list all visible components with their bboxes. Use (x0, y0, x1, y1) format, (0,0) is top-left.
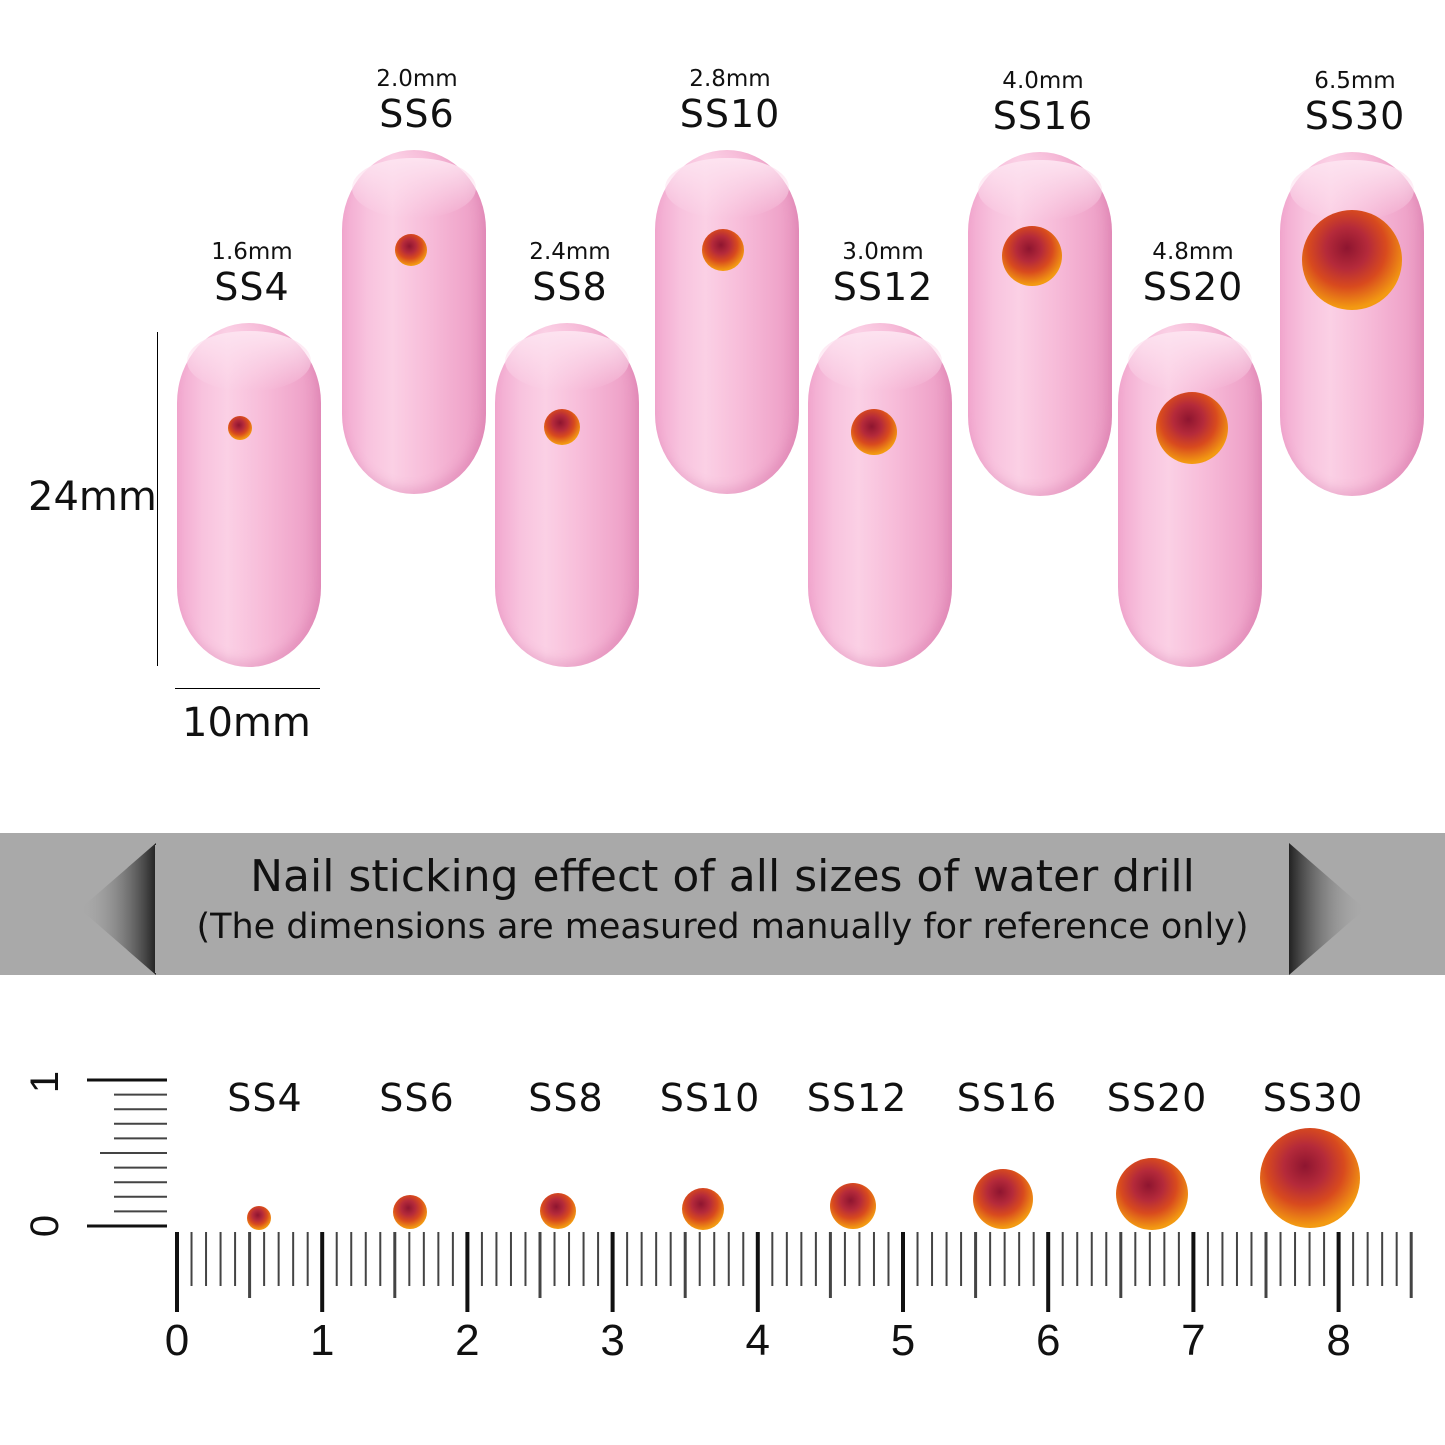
size-mm-label: 2.4mm (529, 239, 611, 265)
rhinestone-icon (540, 1193, 576, 1229)
nail-ss6 (342, 150, 486, 494)
size-name-label: SS12 (832, 265, 934, 309)
ruler-number: 1 (309, 1316, 335, 1365)
rhinestone-icon (228, 416, 252, 440)
nail-ss16 (968, 152, 1112, 496)
height-dimension-label: 24mm (28, 474, 157, 520)
vertical-ruler-number: 0 (23, 1214, 68, 1238)
ruler-number: 6 (1035, 1316, 1061, 1365)
nail-ss30 (1280, 152, 1424, 496)
rhinestone-icon (395, 234, 427, 266)
ruler-number: 4 (745, 1316, 771, 1365)
size-name-label: SS6 (379, 92, 455, 136)
size-name-label: SS8 (532, 265, 608, 309)
width-dimension-line (175, 688, 320, 689)
rhinestone-icon (973, 1169, 1033, 1229)
rhinestone-icon (830, 1183, 876, 1229)
size-mm-label: 6.5mm (1314, 68, 1396, 94)
size-name-label: SS20 (1142, 265, 1244, 309)
rhinestone-icon (851, 409, 897, 455)
nail-ss12 (808, 323, 952, 667)
left-arrow-decoration-icon (80, 843, 156, 975)
rhinestone-icon (1260, 1128, 1360, 1228)
rhinestone-icon (1302, 210, 1402, 310)
height-dimension-line (157, 332, 158, 666)
size-mm-label: 4.0mm (1002, 68, 1084, 94)
rhinestone-icon (1156, 392, 1228, 464)
size-mm-label: 4.8mm (1152, 239, 1234, 265)
ruler-size-label: SS16 (956, 1076, 1058, 1120)
info-banner: Nail sticking effect of all sizes of wat… (0, 833, 1445, 975)
nail-ss8 (495, 323, 639, 667)
vertical-ruler-number: 1 (23, 1070, 68, 1094)
size-mm-label: 3.0mm (842, 239, 924, 265)
right-arrow-decoration-icon (1289, 843, 1365, 975)
ruler-size-label: SS6 (379, 1076, 455, 1120)
ruler-number: 2 (455, 1316, 480, 1365)
size-mm-label: 2.8mm (689, 66, 771, 92)
ruler-number: 0 (164, 1316, 190, 1365)
ruler-number: 5 (890, 1316, 916, 1365)
size-name-label: SS4 (214, 265, 290, 309)
nail-ss4 (177, 323, 321, 667)
ruler-size-label: SS8 (528, 1076, 604, 1120)
size-mm-label: 2.0mm (376, 66, 458, 92)
size-name-label: SS10 (679, 92, 781, 136)
banner-subtitle: (The dimensions are measured manually fo… (196, 907, 1249, 947)
rhinestone-icon (702, 229, 744, 271)
rhinestone-icon (1116, 1158, 1188, 1230)
size-mm-label: 1.6mm (211, 239, 293, 265)
ruler-size-label: SS20 (1106, 1076, 1208, 1120)
rhinestone-icon (393, 1195, 427, 1229)
rhinestone-icon (1002, 226, 1062, 286)
ruler-number: 3 (600, 1316, 625, 1365)
nail-ss20 (1118, 323, 1262, 667)
ruler-number: 8 (1326, 1316, 1351, 1365)
size-name-label: SS30 (1304, 94, 1406, 138)
nail-ss10 (655, 150, 799, 494)
ruler-size-label: SS4 (227, 1076, 303, 1120)
ruler-number: 7 (1181, 1316, 1206, 1365)
width-dimension-label: 10mm (182, 700, 311, 746)
ruler-size-label: SS12 (806, 1076, 908, 1120)
ruler-size-label: SS10 (659, 1076, 761, 1120)
banner-title: Nail sticking effect of all sizes of wat… (250, 851, 1195, 902)
rhinestone-icon (247, 1206, 271, 1230)
rhinestone-icon (682, 1188, 724, 1230)
size-name-label: SS16 (992, 94, 1094, 138)
rhinestone-icon (544, 409, 580, 445)
ruler-size-label: SS30 (1262, 1076, 1364, 1120)
ruler (87, 1078, 1413, 1312)
